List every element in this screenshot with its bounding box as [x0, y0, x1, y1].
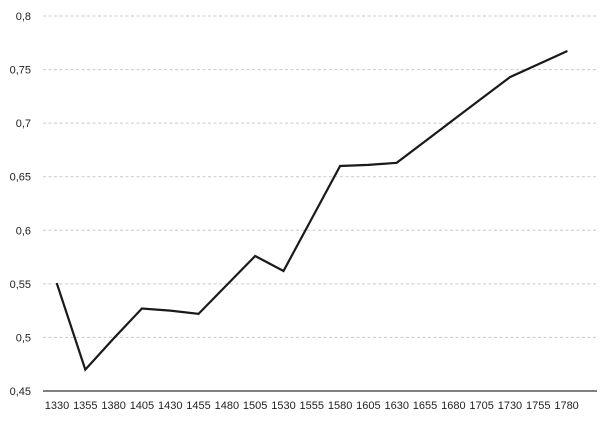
y-tick-label: 0,7	[16, 118, 31, 130]
x-tick-label: 1680	[441, 400, 465, 412]
x-tick-label: 1655	[413, 400, 437, 412]
x-tick-label: 1705	[469, 400, 493, 412]
y-tick-label: 0,75	[10, 65, 31, 77]
y-tick-label: 0,5	[16, 332, 31, 344]
x-tick-label: 1755	[526, 400, 550, 412]
x-tick-label: 1430	[158, 400, 182, 412]
x-tick-label: 1630	[384, 400, 408, 412]
y-tick-label: 0,65	[10, 172, 31, 184]
y-tick-label: 0,45	[10, 386, 31, 398]
y-tick-label: 0,55	[10, 279, 31, 291]
x-tick-label: 1380	[101, 400, 125, 412]
x-tick-label: 1330	[45, 400, 69, 412]
x-tick-label: 1455	[186, 400, 210, 412]
y-tick-label: 0,6	[16, 225, 31, 237]
x-tick-label: 1480	[215, 400, 239, 412]
x-tick-label: 1530	[271, 400, 295, 412]
x-tick-label: 1730	[498, 400, 522, 412]
x-tick-label: 1405	[130, 400, 154, 412]
x-tick-label: 1780	[554, 400, 578, 412]
x-axis-labels-group: 1330 1355 1380 1405 1430 1455 1480 1505 1530 1555…	[45, 400, 579, 412]
series-line	[55, 50, 568, 372]
x-tick-label: 1555	[300, 400, 324, 412]
y-tick-label: 0,8	[16, 11, 31, 23]
y-axis-labels-group: 0,8 0,75 0,7 0,65 0,6 0,55 0,5 0,45	[10, 11, 31, 398]
x-tick-label: 1605	[356, 400, 380, 412]
x-tick-label: 1505	[243, 400, 267, 412]
x-tick-label: 1580	[328, 400, 352, 412]
x-tick-label: 1355	[73, 400, 97, 412]
data-series-group	[55, 50, 568, 372]
gridlines-group	[43, 15, 597, 392]
